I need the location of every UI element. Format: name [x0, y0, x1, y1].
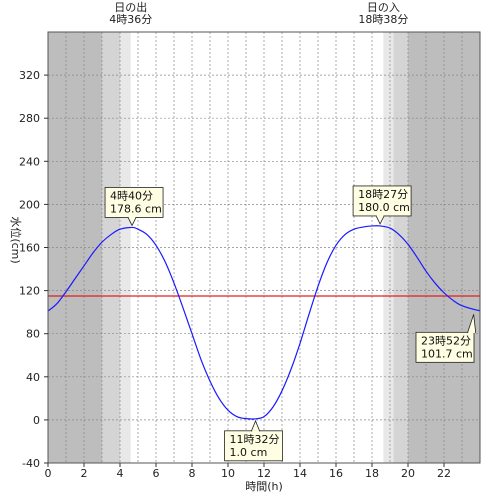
shade-band-1 [102, 32, 120, 463]
x-tick-label: 0 [45, 467, 52, 480]
callout-time: 18時27分 [358, 188, 408, 201]
callout-value: 180.0 cm [358, 201, 410, 214]
y-tick-label: 280 [19, 112, 40, 125]
callout-time: 11時32分 [230, 433, 280, 446]
sun-event-label: 日の入 [367, 1, 400, 14]
y-tick-label: 240 [19, 155, 40, 168]
y-tick-label: 120 [19, 285, 40, 298]
callout-value: 101.7 cm [421, 347, 473, 360]
callout-box [104, 187, 164, 218]
x-tick-label: 10 [221, 467, 235, 480]
x-tick-label: 14 [293, 467, 307, 480]
x-tick-label: 12 [257, 467, 271, 480]
x-axis-title: 時間(h) [245, 480, 283, 493]
callout-value: 1.0 cm [230, 446, 268, 459]
y-tick-label: 40 [26, 371, 40, 384]
y-axis-title: 水位(cm) [9, 216, 23, 263]
callout-box [224, 430, 283, 462]
x-tick-label: 18 [365, 467, 379, 480]
sun-event-time: 18時38分 [358, 13, 408, 26]
x-tick-label: 22 [437, 467, 451, 480]
sun-event-label: 日の出 [114, 0, 147, 14]
y-tick-label: 160 [19, 242, 40, 255]
x-tick-label: 16 [329, 467, 343, 480]
callout-value: 178.6 cm [110, 202, 162, 215]
callout-time: 23時52分 [421, 334, 471, 347]
y-tick-label: 80 [26, 328, 40, 341]
sun-event-time: 4時36分 [109, 13, 152, 26]
y-tick-label: 320 [19, 69, 40, 82]
x-tick-label: 6 [153, 467, 160, 480]
y-tick-label: 0 [33, 414, 40, 427]
axis-ticks: 0 2 4 6 8 10 12 14 16 18 20 22 -40 0 40 80 120 160 200 240 2… [19, 69, 451, 480]
y-tick-label: -40 [22, 457, 40, 470]
callout-box [415, 331, 475, 363]
x-tick-label: 8 [189, 467, 196, 480]
x-tick-label: 2 [81, 467, 88, 480]
x-tick-label: 4 [117, 467, 124, 480]
callout-time: 4時40分 [110, 189, 153, 202]
tide-curve [47, 225, 481, 420]
x-tick-label: 20 [401, 467, 415, 480]
y-tick-label: 200 [19, 198, 40, 211]
